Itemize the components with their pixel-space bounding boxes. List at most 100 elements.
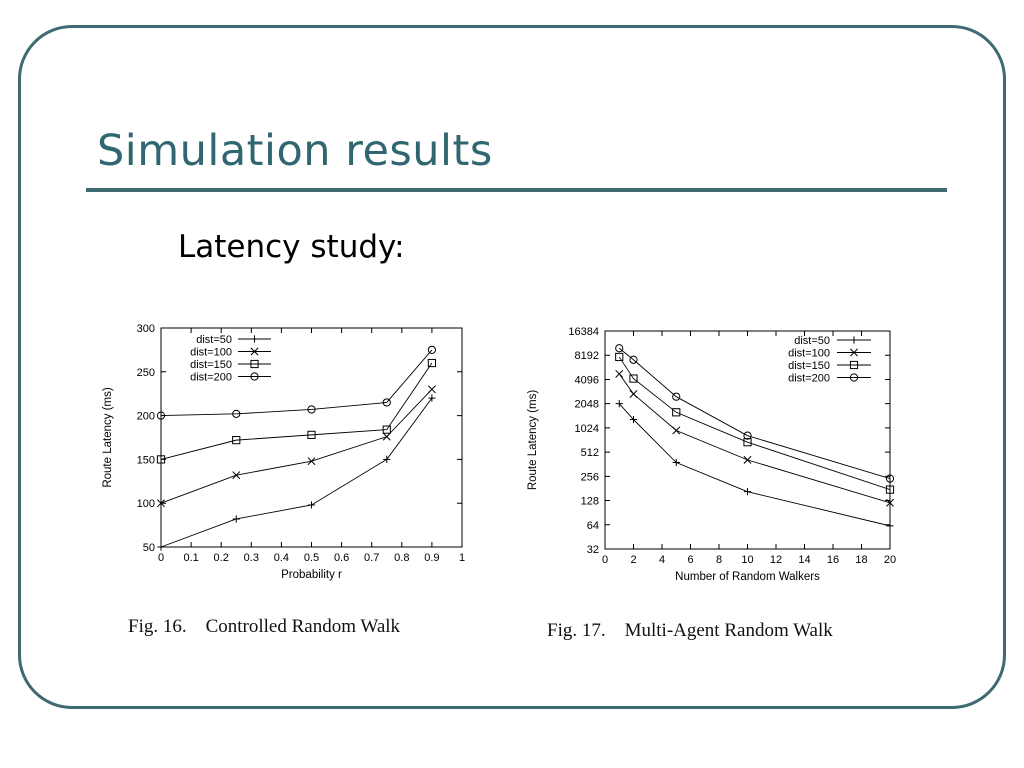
fig16-legend-label: dist=200: [190, 372, 232, 384]
fig16-x-tick-label: 0.1: [183, 552, 198, 564]
fig16-series-line: [160, 389, 433, 504]
fig17-series-line: [618, 403, 891, 527]
fig17-data-point: [629, 415, 638, 424]
fig16-data-point: [157, 543, 165, 551]
fig16-y-tick-label: 200: [137, 411, 155, 423]
fig17-data-point: [629, 355, 638, 364]
fig17-legend-marker: [849, 360, 859, 370]
fig17-legend-label: dist=150: [788, 360, 830, 372]
slide-frame: [18, 25, 1006, 709]
fig16-x-tick-label: 0.5: [304, 552, 319, 564]
fig17-y-tick-label: 128: [581, 496, 599, 508]
slide-title: Simulation results: [97, 126, 493, 176]
fig16-series-dist-200: [156, 345, 436, 420]
fig16-data-point: [307, 457, 316, 466]
fig17-data-point: [615, 369, 624, 378]
figure-controlled-random-walk: 0 0.1 0.2 0.3 0.4 0.5 0.6 0.7 0.8 0.9 150100150200…: [102, 323, 465, 581]
fig17-x-tick-label: 0: [602, 554, 608, 566]
fig16-legend-label: dist=100: [190, 347, 232, 359]
figure-17-caption: Fig. 17. Multi-Agent Random Walk: [547, 620, 833, 641]
fig17-data-point: [615, 344, 624, 353]
fig17-legend-label: dist=50: [794, 335, 830, 347]
fig16-legend-marker: [250, 335, 259, 343]
fig16-data-point: [232, 471, 241, 480]
fig17-data-point: [885, 485, 895, 494]
fig17-legend-label: dist=200: [788, 373, 830, 385]
fig17-legend-marker: [850, 336, 858, 344]
fig17-y-tick-label: 8192: [575, 350, 599, 362]
fig17-series-line: [618, 347, 891, 480]
fig16-data-point: [307, 501, 316, 509]
fig17-y-tick-label: 512: [581, 447, 599, 459]
fig16-data-point: [307, 405, 316, 414]
fig17-plot-frame: [604, 330, 891, 550]
fig17-y-tick-label: 2048: [575, 399, 599, 411]
fig17-x-tick-label: 2: [630, 554, 636, 566]
fig16-x-tick-label: 0.3: [244, 552, 259, 564]
fig17-legend-label: dist=100: [788, 348, 830, 360]
fig16-x-tick-label: 0.4: [274, 552, 289, 564]
fig17-data-point: [615, 400, 623, 408]
fig17-series-dist-150: [615, 352, 895, 494]
fig16-data-point: [382, 432, 391, 441]
fig17-x-tick-label: 16: [827, 554, 839, 566]
fig17-x-tick-label: 18: [855, 554, 867, 566]
fig16-series-dist-50: [157, 394, 436, 551]
fig16-data-point: [156, 455, 166, 464]
fig16-y-tick-label: 50: [143, 542, 155, 554]
fig16-x-tick-label: 0: [158, 552, 164, 564]
fig16-x-tick-label: 0.7: [364, 552, 379, 564]
figure-16-caption: Fig. 16. Controlled Random Walk: [128, 616, 401, 637]
fig17-data-point: [629, 374, 638, 383]
fig17-y-tick-label: 32: [587, 544, 599, 556]
fig16-legend-label: dist=150: [190, 359, 232, 371]
fig16-x-tick-label: 1: [459, 552, 465, 564]
fig16-data-point: [232, 436, 241, 445]
fig16-data-point: [156, 411, 166, 420]
fig16-legend-label: dist=50: [196, 334, 232, 346]
fig17-data-point: [672, 408, 681, 417]
fig16-data-point: [383, 455, 391, 463]
fig17-y-tick-label: 4096: [575, 374, 599, 386]
fig16-data-point: [232, 409, 241, 418]
fig17-data-point: [743, 431, 752, 440]
fig17-data-point: [885, 474, 895, 483]
fig17-data-point: [672, 392, 681, 401]
fig17-data-point: [743, 438, 752, 447]
fig17-data-point: [886, 522, 894, 530]
fig16-x-tick-label: 0.8: [394, 552, 409, 564]
fig16-y-tick-label: 100: [137, 498, 155, 510]
fig16-x-axis-label: Probability r: [281, 569, 342, 581]
fig16-y-axis-label: Route Latency (ms): [102, 387, 114, 488]
fig16-data-point: [428, 394, 436, 402]
fig16-series-dist-150: [156, 358, 436, 464]
fig16-legend-marker: [250, 347, 259, 356]
fig17-x-tick-label: 14: [798, 554, 810, 566]
slide-subtitle: Latency study:: [178, 229, 405, 265]
fig17-legend-marker: [850, 348, 858, 357]
fig17-x-tick-label: 10: [741, 554, 753, 566]
fig16-data-point: [427, 345, 436, 355]
fig17-x-tick-label: 12: [770, 554, 782, 566]
fig16-y-tick-label: 300: [137, 323, 155, 335]
fig17-data-point: [743, 455, 752, 464]
fig16-data-point: [307, 430, 316, 439]
fig16-series-line: [160, 349, 433, 417]
fig16-x-tick-label: 0.6: [334, 552, 349, 564]
fig17-series-dist-100: [615, 369, 894, 507]
fig17-x-tick-label: 20: [884, 554, 896, 566]
figure-multi-agent-random-walk: 0 2 4 6 8 10 12 14 16 18 20 32 64 128 256 512 1024 2048 40…: [527, 326, 896, 583]
fig17-series-line: [618, 356, 891, 491]
fig17-x-tick-label: 6: [687, 554, 693, 566]
fig17-series-line: [618, 373, 891, 504]
fig16-data-point: [427, 358, 436, 368]
fig17-series-dist-200: [615, 344, 895, 483]
fig17-series-dist-50: [615, 400, 894, 530]
fig16-data-point: [232, 515, 240, 523]
fig17-data-point: [629, 390, 638, 398]
fig16-y-tick-label: 150: [137, 454, 155, 466]
fig17-x-tick-label: 4: [659, 554, 665, 566]
fig16-data-point: [382, 425, 391, 434]
fig17-y-tick-label: 64: [587, 520, 599, 532]
fig17-y-tick-label: 16384: [568, 326, 599, 338]
